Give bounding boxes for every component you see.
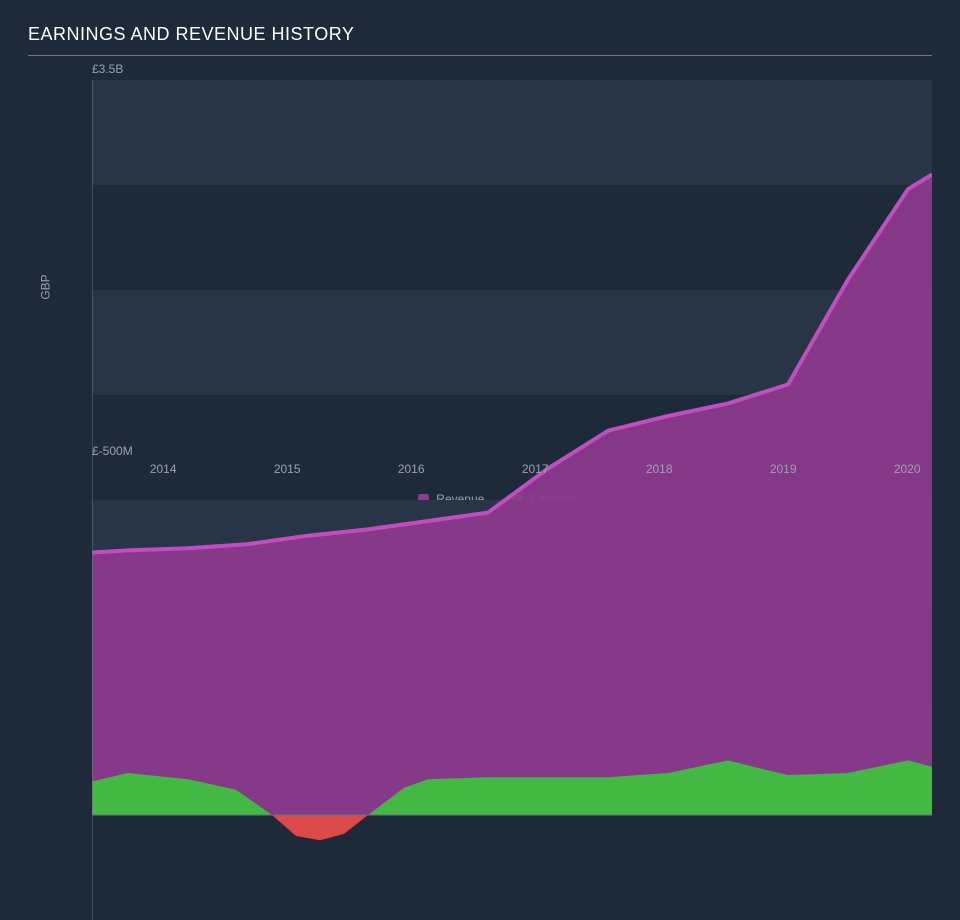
x-tick: 2015 [274,462,301,476]
y-axis-label: GBP [39,274,53,299]
y-axis-label-wrap: GBP [28,62,64,512]
plot-svg [92,80,932,920]
x-tick: 2018 [646,462,673,476]
x-tick: 2014 [150,462,177,476]
x-tick: 2019 [770,462,797,476]
chart-row: GBP £3.5B £-500M 20142015201620172018201… [28,62,932,512]
x-tick: 2020 [894,462,921,476]
x-tick: 2017 [522,462,549,476]
x-axis: 2014 2015 2016 2017 2018 2019 2020 [64,462,932,478]
plot-wrap [64,80,932,438]
y-tick-top: £3.5B [64,62,932,76]
x-tick: 2016 [398,462,425,476]
chart-body: £3.5B £-500M 201420152016201720182019202… [64,62,932,512]
chart-container: EARNINGS AND REVENUE HISTORY GBP £3.5B £… [0,0,960,522]
chart-title: EARNINGS AND REVENUE HISTORY [28,24,932,56]
